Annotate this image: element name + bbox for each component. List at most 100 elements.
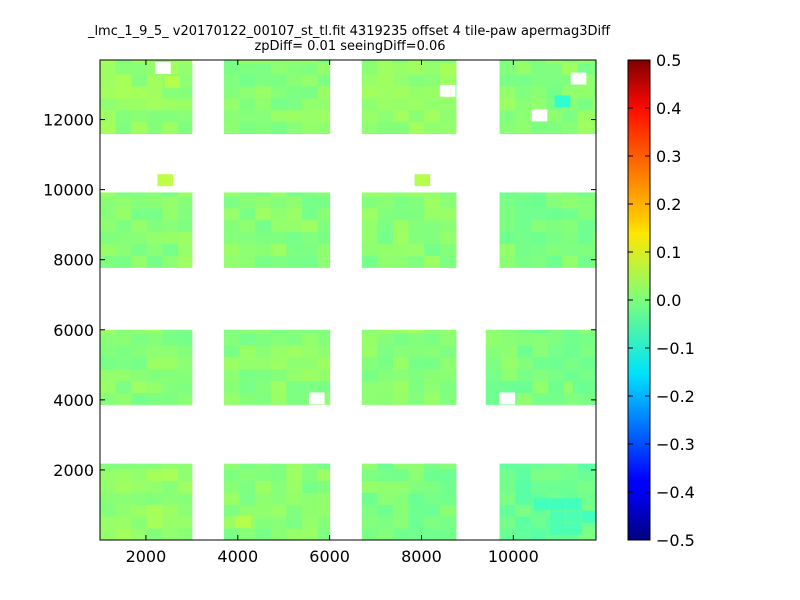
empty-cell: [439, 84, 456, 97]
heatmap-cell: [162, 368, 179, 382]
heatmap-cell: [162, 480, 179, 493]
heatmap-cell: [455, 504, 457, 517]
heatmap-cell: [302, 192, 319, 197]
heatmap-cell: [162, 528, 179, 540]
heatmap-cell: [115, 192, 132, 197]
heatmap-cell: [100, 207, 117, 221]
heatmap-cell: [485, 356, 502, 370]
heatmap-cell: [302, 207, 319, 221]
heatmap-cell: [439, 192, 456, 197]
heatmap-cell: [255, 516, 272, 529]
heatmap-cell: [115, 255, 132, 268]
heatmap-cell: [317, 74, 331, 87]
heatmap-cell: [377, 463, 394, 470]
heatmap-cell: [302, 255, 319, 268]
heatmap-cell: [408, 255, 425, 268]
heatmap-cell: [115, 368, 132, 382]
heatmap-cell: [146, 109, 163, 123]
heatmap-cell: [563, 356, 580, 370]
heatmap-cell: [377, 195, 394, 209]
heatmap-cell: [577, 109, 594, 123]
heatmap-cell: [579, 356, 596, 370]
heatmap-cell: [302, 332, 319, 346]
heatmap-cell: [424, 255, 441, 268]
heatmap-cell: [255, 392, 272, 405]
heatmap-cell: [530, 62, 547, 75]
heatmap-cell: [100, 329, 117, 334]
heatmap-cell: [393, 528, 410, 540]
heatmap-cell: [455, 392, 457, 405]
heatmap-cell: [515, 109, 532, 123]
heatmap-cell: [255, 344, 272, 358]
heatmap-cell: [100, 356, 117, 370]
heatmap-cell: [115, 207, 132, 221]
heatmap-cell: [239, 504, 256, 517]
heatmap-cell: [317, 62, 331, 75]
heatmap-cell: [530, 219, 547, 233]
heatmap-cell: [546, 243, 563, 257]
heatmap-cell: [270, 468, 287, 481]
heatmap-cell: [302, 60, 319, 63]
colorbar-tick-label: −0.2: [656, 387, 695, 406]
heatmap-cell: [439, 332, 456, 346]
heatmap-cell: [146, 332, 163, 346]
heatmap-cell: [361, 60, 378, 63]
heatmap-cell: [162, 516, 179, 529]
heatmap-cell: [439, 121, 456, 135]
heatmap-cell: [530, 60, 547, 63]
heatmap-cell: [239, 329, 256, 334]
heatmap-cell: [146, 380, 163, 393]
heatmap-cell: [157, 174, 174, 187]
heatmap-cell: [393, 480, 410, 493]
heatmap-cell: [270, 85, 287, 99]
heatmap-cell: [270, 368, 287, 382]
heatmap-cell: [408, 60, 425, 63]
heatmap-cell: [573, 380, 589, 393]
heatmap-cell: [255, 528, 272, 540]
heatmap-cell: [100, 516, 117, 529]
heatmap-cell: [393, 85, 410, 99]
heatmap-cell: [530, 85, 547, 99]
empty-cell: [191, 60, 208, 62]
heatmap-cell: [515, 207, 532, 221]
heatmap-cell: [546, 468, 563, 481]
heatmap-cell: [162, 380, 179, 393]
heatmap-cell: [317, 329, 331, 334]
heatmap-cell: [317, 344, 331, 358]
heatmap-cell: [239, 219, 256, 233]
heatmap-cell: [593, 109, 596, 123]
heatmap-cell: [317, 255, 331, 268]
heatmap-cell: [424, 380, 441, 393]
heatmap-cell: [393, 329, 410, 334]
heatmap-cell: [393, 97, 410, 111]
heatmap-cell: [377, 528, 394, 540]
heatmap-cell: [548, 329, 565, 334]
heatmap-cell: [515, 504, 532, 517]
heatmap-cell: [455, 329, 457, 334]
heatmap-cells: [100, 60, 596, 540]
heatmap-cell: [563, 332, 580, 346]
heatmap-cell: [439, 109, 456, 123]
heatmap-cell: [424, 368, 441, 382]
heatmap-cell: [286, 504, 303, 517]
heatmap-cell: [562, 255, 579, 268]
heatmap-cell: [317, 192, 331, 197]
x-tick-label: 10000: [488, 547, 539, 566]
colorbar-tick-label: 0.5: [656, 51, 681, 70]
heatmap-cell: [131, 463, 148, 470]
heatmap-cell: [100, 195, 117, 209]
colorbar-tick-label: 0.1: [656, 243, 681, 262]
heatmap-cell: [317, 492, 331, 505]
heatmap-cell: [302, 368, 319, 382]
heatmap-cell: [255, 60, 272, 63]
heatmap-cell: [239, 109, 256, 123]
heatmap-cell: [255, 380, 272, 393]
heatmap-cell: [408, 74, 425, 87]
heatmap-cell: [270, 463, 287, 470]
heatmap-cell: [255, 468, 272, 481]
heatmap-cell: [146, 60, 163, 63]
heatmap-cell: [548, 368, 565, 382]
heatmap-cell: [499, 219, 516, 233]
heatmap-cell: [393, 463, 410, 470]
heatmap-cell: [408, 109, 425, 123]
